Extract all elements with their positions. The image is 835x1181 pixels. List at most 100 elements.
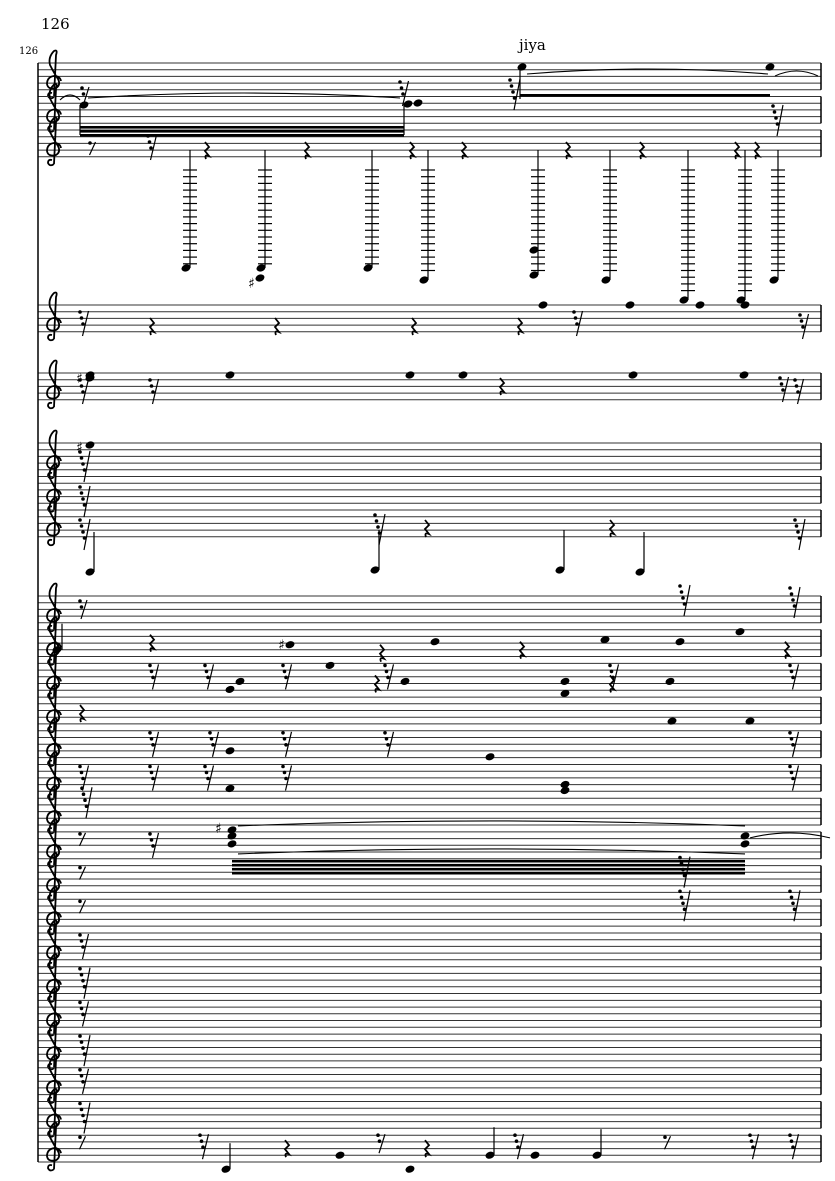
quarter-rest-icon — [78, 704, 87, 723]
rest-flag — [203, 663, 207, 668]
rest-flag — [508, 78, 512, 82]
rest-flag — [282, 737, 287, 741]
beam — [232, 871, 745, 875]
treble-clef-icon — [46, 496, 62, 547]
flag-rest-icon — [791, 1134, 800, 1160]
sharp-icon: ♯ — [248, 276, 255, 292]
rest-flag — [78, 485, 82, 489]
flag-rest-icon — [611, 664, 620, 690]
flag-rest-icon — [83, 1034, 91, 1067]
rest-flag — [148, 731, 152, 735]
notehead — [485, 753, 495, 761]
rest-flag — [149, 669, 154, 674]
notehead — [363, 264, 373, 272]
rest-flag — [79, 1040, 84, 1044]
rest-flag — [788, 764, 792, 769]
rest-flag — [81, 530, 85, 534]
notehead — [400, 677, 410, 685]
flag-rest-icon — [81, 765, 90, 791]
notehead — [255, 274, 265, 282]
rest-flag — [81, 462, 85, 466]
rest-flag — [78, 1000, 82, 1005]
rest-flag — [81, 390, 85, 394]
flag-rest-icon — [284, 664, 293, 690]
rest-flag — [206, 675, 210, 680]
quarter-rest-icon — [283, 1139, 292, 1158]
notehead — [221, 1165, 231, 1173]
rest-flag — [374, 519, 379, 523]
rest-flag — [678, 889, 682, 894]
flag-rest-icon — [284, 765, 293, 791]
flag-rest-icon — [201, 1134, 210, 1160]
rest-flag — [81, 1012, 85, 1017]
flag-rest-icon — [151, 832, 160, 859]
rest-flag — [791, 901, 795, 906]
notehead — [85, 441, 95, 449]
rest-flag — [149, 838, 154, 842]
notehead — [769, 276, 779, 284]
rest-flag — [682, 873, 687, 878]
rest-flag — [208, 731, 212, 735]
flag-rest-icon — [378, 1134, 386, 1154]
flag-rest-icon — [516, 1134, 525, 1160]
rest-flag — [681, 867, 685, 872]
flag-rest-icon — [81, 378, 90, 405]
rest-flag — [78, 518, 82, 522]
rest-flag — [78, 450, 82, 454]
sharp-icon: ♯ — [215, 821, 222, 837]
notehead — [227, 840, 237, 848]
quarter-rest-icon — [518, 641, 527, 660]
rest-flag — [791, 598, 795, 602]
notehead — [739, 371, 749, 379]
rest-flag — [81, 1046, 85, 1050]
notehead — [679, 296, 689, 304]
beam — [520, 94, 770, 97]
flag-rest-icon — [284, 731, 293, 757]
rest-flag — [79, 524, 84, 528]
flag-rest-icon — [798, 518, 806, 551]
rest-flag — [791, 1145, 795, 1149]
flag-rest-icon — [78, 866, 87, 880]
flag-rest-icon — [401, 80, 410, 107]
quarter-rest-icon — [564, 141, 573, 160]
quarter-rest-icon — [148, 317, 157, 336]
rest-flag — [82, 984, 87, 989]
flag-rest-icon — [801, 313, 810, 340]
sharp-icon: ♯ — [76, 371, 83, 387]
flag-rest-icon — [81, 1001, 90, 1027]
beam — [80, 134, 404, 137]
notehead — [225, 784, 235, 793]
rest-flag — [149, 384, 154, 388]
quarter-rest-icon — [608, 519, 617, 538]
tie — [87, 92, 401, 99]
rest-flag — [681, 901, 685, 906]
rest-flag — [775, 122, 780, 126]
rest-flag — [83, 798, 87, 802]
rest-flag — [204, 669, 209, 674]
notehead — [227, 826, 237, 834]
rest-flag — [751, 1145, 755, 1149]
rest-flag — [78, 599, 82, 603]
rest-flag — [81, 497, 85, 501]
rest-flag — [788, 586, 792, 590]
flag-rest-icon — [791, 664, 800, 690]
flag-rest-icon — [386, 664, 395, 690]
rest-flag — [204, 770, 209, 775]
rest-flag — [282, 770, 287, 775]
rest-flag — [771, 104, 775, 108]
rest-flag — [509, 84, 514, 88]
rest-flag — [79, 316, 84, 320]
flag-rest-icon — [151, 378, 160, 405]
notehead — [85, 568, 95, 576]
rest-flag — [789, 592, 794, 596]
rest-flag — [794, 524, 799, 528]
rest-flag — [79, 1006, 84, 1011]
rest-flag — [401, 92, 405, 96]
notehead — [285, 641, 295, 649]
rest-flag — [682, 907, 687, 912]
rest-flag — [514, 1139, 519, 1143]
quarter-rest-icon — [516, 317, 525, 336]
quarter-rest-icon — [203, 141, 212, 160]
notehead — [735, 628, 745, 636]
